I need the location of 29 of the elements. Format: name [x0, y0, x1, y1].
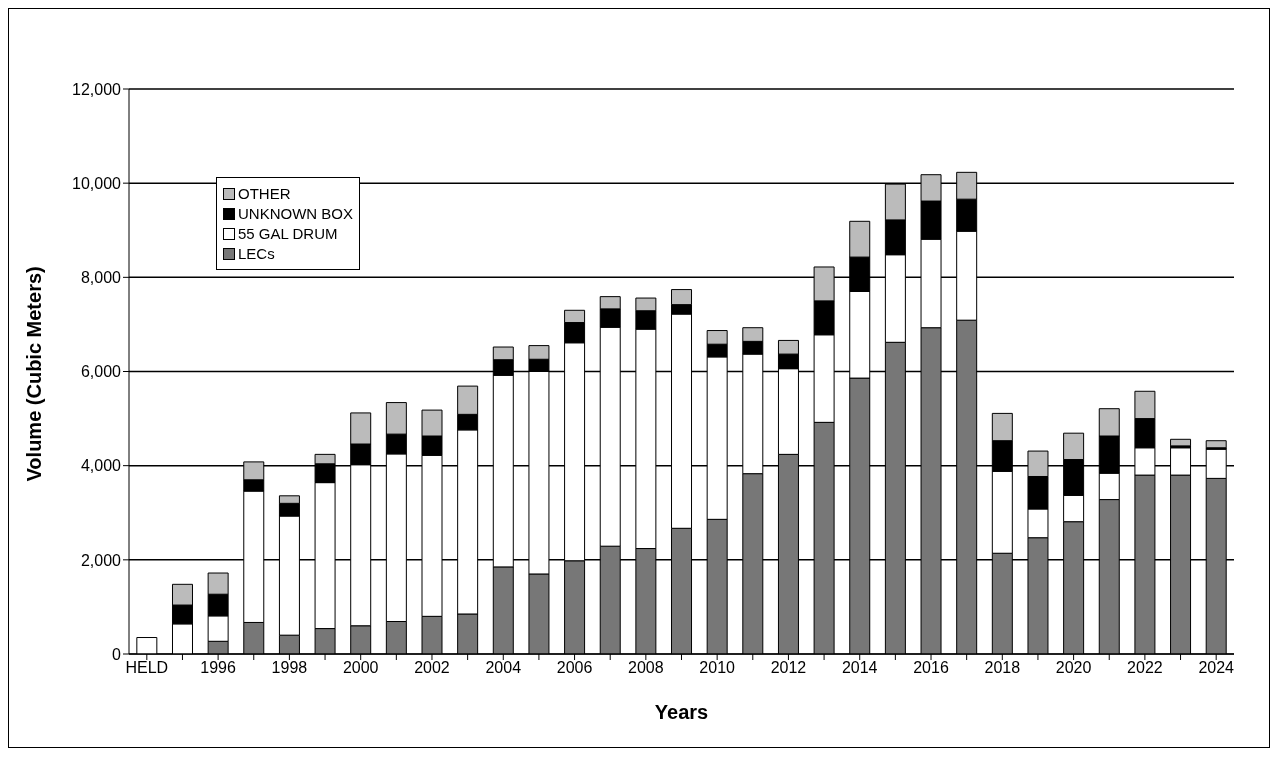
legend-label: 55 GAL DRUM — [238, 225, 338, 242]
y-axis-title: Volume (Cubic Meters) — [23, 266, 46, 482]
x-tick-label: 2002 — [414, 659, 450, 677]
x-axis-title: Years — [654, 701, 709, 723]
x-tick-label: 2004 — [485, 659, 522, 677]
x-tick-label: 2010 — [699, 659, 736, 677]
x-tick-label: 2018 — [984, 659, 1021, 677]
y-tick-label: 4,000 — [80, 457, 122, 475]
y-tick-label: 10,000 — [72, 174, 122, 192]
legend-label: UNKNOWN BOX — [238, 205, 354, 222]
x-tick-label: 2008 — [628, 659, 664, 677]
x-tick-label: 2020 — [1055, 659, 1092, 677]
y-tick-label: 8,000 — [80, 269, 122, 287]
y-tick-label: 12,000 — [72, 80, 122, 98]
x-tick-label: HELD — [125, 659, 169, 677]
legend-label: LECs — [238, 245, 275, 262]
x-tick-label: 2022 — [1127, 659, 1163, 677]
x-tick-label: 1996 — [200, 659, 237, 677]
legend-label: OTHER — [238, 185, 291, 202]
x-tick-label: 2006 — [556, 659, 593, 677]
x-tick-label: 2000 — [342, 659, 379, 677]
y-tick-label: 2,000 — [80, 551, 122, 569]
x-tick-label: 2016 — [913, 659, 949, 677]
y-tick-label: 6,000 — [80, 363, 122, 381]
y-tick-label: 0 — [112, 645, 122, 663]
x-tick-label: 2012 — [770, 659, 807, 677]
x-tick-label: 1998 — [271, 659, 308, 677]
x-tick-label: 2014 — [841, 659, 878, 677]
x-tick-label: 2024 — [1198, 659, 1235, 677]
